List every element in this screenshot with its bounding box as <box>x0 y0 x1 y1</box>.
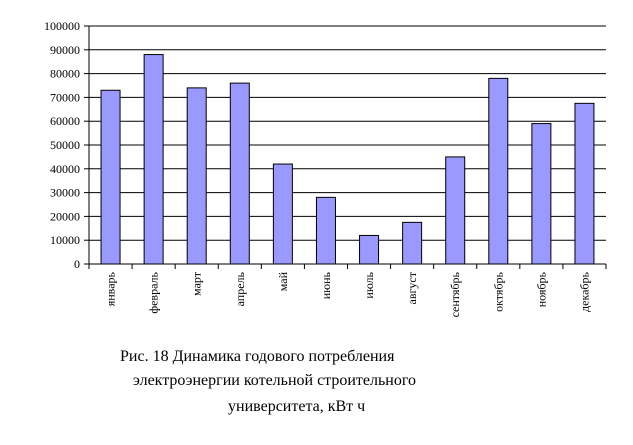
y-tick-label: 20000 <box>50 209 80 223</box>
bar-6 <box>315 196 336 265</box>
y-tick-label: 40000 <box>50 162 80 176</box>
x-tick-label: март <box>190 271 204 296</box>
y-tick-label: 80000 <box>50 67 80 81</box>
x-tick-label: июнь <box>319 271 333 299</box>
bar-3 <box>186 87 207 265</box>
x-tick-label: сентябрь <box>448 271 462 317</box>
bar-11 <box>531 123 552 265</box>
y-tick-label: 10000 <box>50 233 80 247</box>
x-tick-labels: январь февраль март апрель май июнь июль август… <box>104 271 592 317</box>
x-tick-label: апрель <box>233 271 247 306</box>
bar-7 <box>359 234 380 265</box>
x-tick-label: июль <box>362 271 376 298</box>
y-tick-label: 0 <box>74 257 80 271</box>
bars <box>100 54 595 265</box>
bar-2 <box>143 54 164 265</box>
x-tick-label: декабрь <box>577 271 591 312</box>
y-tick-label: 30000 <box>50 186 80 200</box>
y-tick-labels: 0 10000 20000 30000 40000 50000 60000 70000 8000… <box>44 19 80 271</box>
bar-1 <box>100 89 121 265</box>
y-tick-label: 60000 <box>50 114 80 128</box>
y-tick-label: 90000 <box>50 43 80 57</box>
caption-line-1: Рис. 18 Динамика годового потребления <box>120 348 395 365</box>
gridlines <box>84 25 606 265</box>
x-tick-label: январь <box>104 271 118 306</box>
bar-5 <box>272 163 293 265</box>
caption-line-3: университета, кВт ч <box>228 398 366 415</box>
caption-line-2: электроэнергии котельной строительного <box>133 372 417 389</box>
x-tick-label: август <box>405 271 419 304</box>
bar-4 <box>229 82 250 265</box>
y-tick-label: 100000 <box>44 19 80 33</box>
axes <box>88 26 607 269</box>
bar-10 <box>488 77 509 265</box>
x-tick-label: октябрь <box>491 271 505 311</box>
bar-chart: 0 10000 20000 30000 40000 50000 60000 70000 8000… <box>44 19 607 317</box>
y-tick-label: 50000 <box>50 138 80 152</box>
bar-12 <box>574 102 595 265</box>
x-tick-label: май <box>276 271 290 291</box>
x-tick-label: февраль <box>147 271 161 313</box>
x-tick-label: ноябрь <box>534 271 548 307</box>
y-tick-label: 70000 <box>50 90 80 104</box>
bar-9 <box>445 156 466 265</box>
bar-8 <box>402 221 423 265</box>
